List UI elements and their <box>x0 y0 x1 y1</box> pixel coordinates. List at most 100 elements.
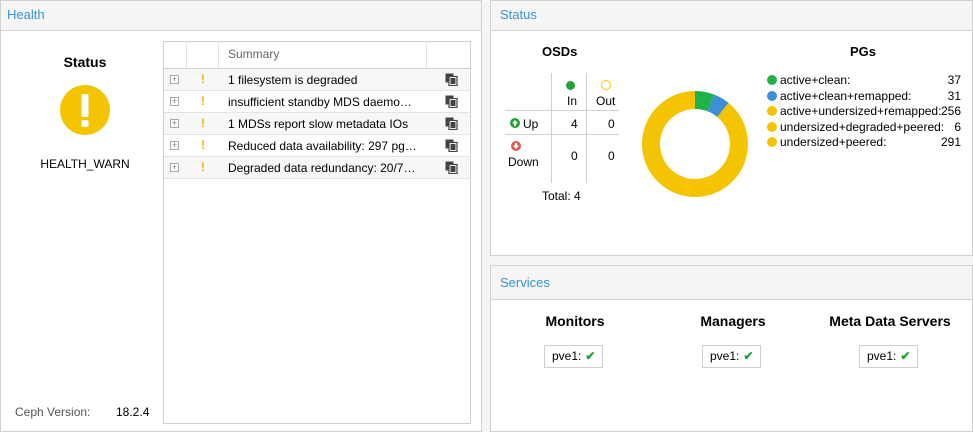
status-panel: Status OSDs In Out Up 4 0 Down 0 0 Total… <box>490 0 973 256</box>
legend-label: undersized+degraded+peered: <box>780 119 945 134</box>
copy-icon[interactable] <box>445 117 458 130</box>
row-summary: insufficient standby MDS daemons availab… <box>228 95 418 109</box>
warning-severity-icon: ! <box>201 116 205 130</box>
pg-slice-undersized-peered[interactable] <box>642 91 695 196</box>
pg-legend-item[interactable]: active+clean+remapped: 31 <box>767 89 963 105</box>
pg-legend-item[interactable]: active+undersized+remapped: 256 <box>767 104 963 120</box>
manager-pve1[interactable]: pve1: ✔ <box>702 345 762 368</box>
health-status-text: HEALTH_WARN <box>40 157 130 171</box>
service-node-label: pve1: <box>710 349 740 363</box>
osd-up-icon <box>510 118 520 128</box>
table-row[interactable]: + ! Degraded data redundancy: 20/72 obje… <box>164 157 470 179</box>
legend-label: active+clean: <box>780 73 851 87</box>
pg-legend-item[interactable]: undersized+peered: 291 <box>767 135 963 151</box>
osd-col-out: Out <box>596 94 616 108</box>
copy-icon[interactable] <box>445 161 458 174</box>
services-panel-header: Services <box>491 266 972 300</box>
row-summary: Degraded data redundancy: 20/72 objects … <box>228 161 418 175</box>
health-panel-title: Health <box>7 7 45 22</box>
pg-slice-active-clean-remapped[interactable] <box>707 94 729 117</box>
osd-in-icon <box>566 81 575 90</box>
osd-col-in: In <box>567 94 578 108</box>
osd-down-out-value: 0 <box>608 149 615 163</box>
grid-header-summary[interactable]: Summary <box>219 42 427 68</box>
pg-donut-chart[interactable] <box>641 90 749 198</box>
legend-label: active+clean+remapped: <box>780 88 912 103</box>
osd-table-divider <box>586 73 587 183</box>
monitors-heading: Monitors <box>545 313 605 329</box>
osd-row-up: Up <box>523 117 539 131</box>
mds-pve1[interactable]: pve1: ✔ <box>859 345 919 368</box>
legend-color-swatch <box>767 137 777 147</box>
osd-down-icon <box>511 141 521 151</box>
grid-header-expander-col[interactable] <box>164 42 187 68</box>
legend-count: 6 <box>954 119 961 134</box>
legend-count: 256 <box>940 104 961 118</box>
row-summary: 1 filesystem is degraded <box>228 73 358 87</box>
health-panel: Health Status HEALTH_WARN Ceph Version: … <box>0 0 482 432</box>
expand-icon[interactable]: + <box>170 96 179 106</box>
osd-out-icon <box>601 80 611 90</box>
legend-label: active+undersized+remapped: <box>780 104 942 118</box>
health-panel-header: Health <box>1 1 481 31</box>
ceph-version-label: Ceph Version: <box>15 405 91 419</box>
check-icon: ✔ <box>743 349 754 363</box>
status-panel-header: Status <box>491 1 972 31</box>
osd-table-divider <box>505 134 619 135</box>
expand-icon[interactable]: + <box>170 162 179 172</box>
expand-icon[interactable]: + <box>170 140 179 150</box>
warning-severity-icon: ! <box>201 72 205 86</box>
copy-icon[interactable] <box>445 95 458 108</box>
copy-icon[interactable] <box>445 139 458 152</box>
table-row[interactable]: + ! 1 MDSs report slow metadata IOs <box>164 113 470 135</box>
row-summary: 1 MDSs report slow metadata IOs <box>228 117 409 131</box>
osd-row-down: Down <box>508 155 539 169</box>
pg-legend-item[interactable]: undersized+degraded+peered: 6 <box>767 120 963 136</box>
warning-icon <box>60 85 110 135</box>
check-icon: ✔ <box>900 349 911 363</box>
legend-color-swatch <box>767 121 777 132</box>
row-summary: Reduced data availability: 297 pgs inact… <box>228 139 418 153</box>
osd-down-in-value: 0 <box>571 149 578 163</box>
copy-icon[interactable] <box>445 73 458 86</box>
expand-icon[interactable]: + <box>170 118 179 128</box>
mds-heading: Meta Data Servers <box>829 313 951 329</box>
warning-severity-icon: ! <box>201 94 205 108</box>
legend-label: undersized+peered: <box>780 135 887 149</box>
table-row[interactable]: + ! Reduced data availability: 297 pgs i… <box>164 135 470 157</box>
legend-count: 291 <box>940 135 961 149</box>
osd-up-out-value: 0 <box>608 117 615 131</box>
pg-slice-active-clean[interactable] <box>695 91 715 112</box>
grid-header-severity-col[interactable] <box>187 42 219 68</box>
check-icon: ✔ <box>585 349 596 363</box>
monitor-pve1[interactable]: pve1: ✔ <box>544 345 604 368</box>
service-node-label: pve1: <box>552 349 582 363</box>
legend-count: 31 <box>947 88 961 103</box>
pg-slice-undersized-degraded-peered[interactable] <box>684 178 691 197</box>
status-panel-title: Status <box>500 7 537 22</box>
warning-severity-icon: ! <box>201 160 205 174</box>
legend-color-swatch <box>767 90 777 101</box>
legend-color-swatch <box>767 106 777 116</box>
legend-count: 37 <box>947 73 961 87</box>
osd-up-in-value: 4 <box>571 117 578 131</box>
osd-table-divider <box>551 73 552 183</box>
osd-total: Total: 4 <box>542 189 581 203</box>
legend-color-swatch <box>767 75 777 85</box>
managers-heading: Managers <box>700 313 766 329</box>
ceph-version-value: 18.2.4 <box>116 405 150 419</box>
service-node-label: pve1: <box>867 349 897 363</box>
table-row[interactable]: + ! insufficient standby MDS daemons ava… <box>164 91 470 113</box>
osds-heading: OSDs <box>542 44 578 59</box>
warning-severity-icon: ! <box>201 138 205 152</box>
table-row[interactable]: + ! 1 filesystem is degraded <box>164 69 470 91</box>
pg-legend-item[interactable]: active+clean: 37 <box>767 73 963 89</box>
grid-header: Summary <box>164 42 470 69</box>
pgs-heading: PGs <box>850 44 877 59</box>
osd-table-divider <box>505 110 619 111</box>
services-panel-title: Services <box>500 275 550 290</box>
status-heading: Status <box>63 54 107 70</box>
expand-icon[interactable]: + <box>170 74 179 84</box>
health-summary-grid: Summary + ! 1 filesystem is degraded + !… <box>163 41 471 424</box>
pg-slice-active-undersized-remapped[interactable] <box>687 103 748 197</box>
